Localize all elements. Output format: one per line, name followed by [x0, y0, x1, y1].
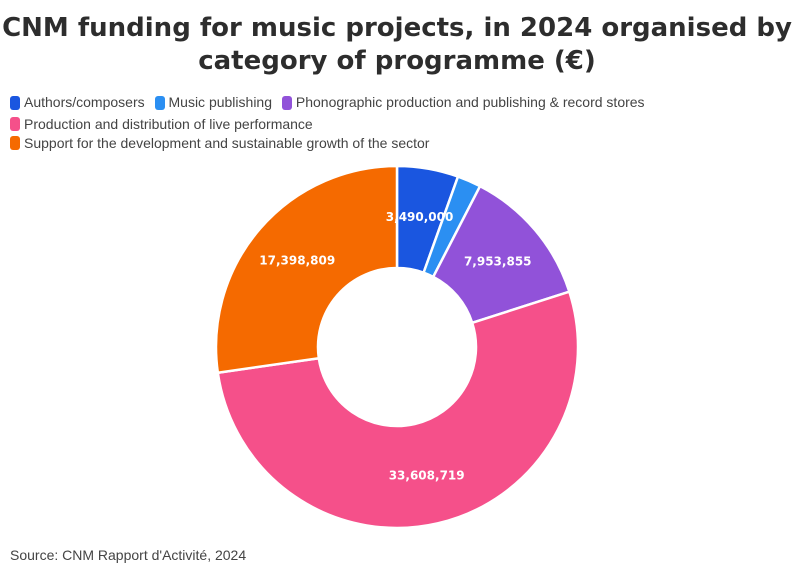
legend-swatch	[281, 95, 292, 110]
legend-item-live-performance[interactable]: Production and distribution of live perf…	[10, 115, 774, 134]
legend-label: Music publishing	[168, 94, 273, 110]
data-label-authors-composers: 3,490,000	[386, 210, 454, 224]
slice-production-and-distribution-of-live-performance[interactable]	[216, 290, 580, 530]
donut-slices	[214, 164, 580, 530]
legend-item-authors-composers[interactable]: Authors/composers	[10, 93, 145, 112]
source-note: Source: CNM Rapport d'Activité, 2024	[10, 547, 247, 563]
chart-title: CNM funding for music projects, in 2024 …	[2, 13, 792, 76]
legend-label: Support for the development and sustaina…	[24, 134, 430, 151]
legend-swatch	[10, 117, 20, 131]
donut-labels: 3,490,000 7,953,855 33,608,719 17,398,809	[259, 210, 531, 483]
legend-item-phonographic-production[interactable]: Phonographic production and publishing &…	[281, 93, 645, 112]
legend-swatch	[10, 136, 20, 150]
legend-label: Authors/composers	[24, 94, 145, 110]
data-label-production-and-distribution-of-live-performance: 33,608,719	[389, 469, 465, 483]
legend-swatch	[154, 95, 165, 110]
data-label-phonographic-production-and-publishing-record-stores: 7,953,855	[464, 255, 532, 269]
donut-chart: 3,490,000 7,953,855 33,608,719 17,398,809	[214, 164, 580, 530]
legend-label: Phonographic production and publishing &…	[295, 94, 645, 110]
legend-item-music-publishing[interactable]: Music publishing	[154, 93, 273, 112]
legend-label: Production and distribution of live perf…	[24, 115, 313, 132]
legend: Authors/composers Music publishing Phono…	[10, 93, 780, 155]
slice-support-for-the-development-and-sustainable-growth-of-the-sector[interactable]	[214, 164, 399, 374]
legend-swatch	[10, 95, 20, 110]
legend-item-sector-support[interactable]: Support for the development and sustaina…	[10, 134, 429, 153]
data-label-support-for-the-development-and-sustainable-growth-of-the-sector: 17,398,809	[259, 254, 335, 268]
